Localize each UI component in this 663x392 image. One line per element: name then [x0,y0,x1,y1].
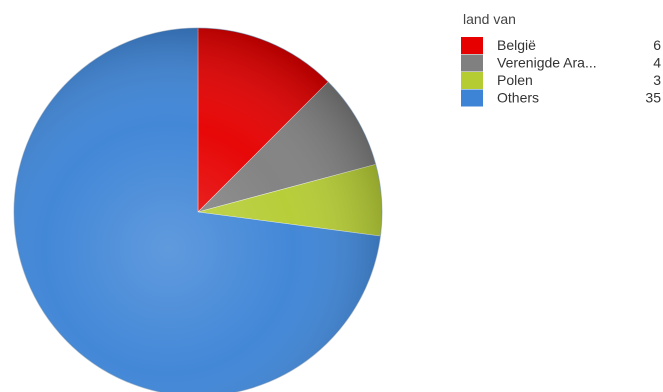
legend-title: land van [463,11,516,27]
legend-label-polen: Polen [497,72,533,88]
legend-swatch-polen [461,72,483,89]
legend-value-polen: 3 [653,72,661,88]
legend-value-verenigde-ara: 4 [653,55,661,71]
legend-swatch-belgi [461,37,483,54]
legend-value-belgi: 6 [653,37,661,53]
legend-value-others: 35 [645,90,661,106]
legend-items: België 6 Verenigde Ara... 4 Polen 3 Others 35 [461,37,661,107]
legend-swatch-others [461,89,483,107]
legend: land van België 6 Verenigde Ara... 4 Polen 3 O… [461,11,661,107]
legend-label-verenigde-ara: Verenigde Ara... [497,55,597,71]
legend-swatch-verenigde-ara [461,54,483,72]
legend-label-belgi: België [497,37,536,53]
pie-slices [13,27,383,392]
legend-label-others: Others [497,90,539,106]
pie-edge [13,27,383,392]
